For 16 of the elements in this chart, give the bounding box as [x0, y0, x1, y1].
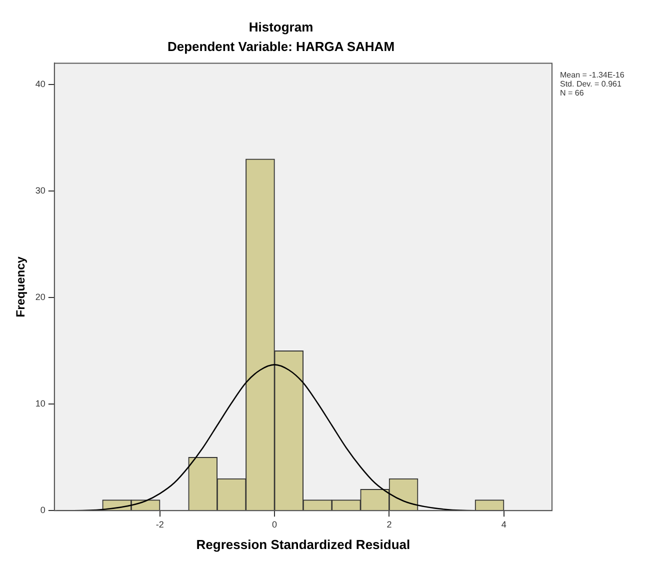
x-tick-label: 2 [386, 519, 392, 530]
y-tick-label: 10 [35, 398, 46, 409]
text: N = 66 [560, 88, 584, 98]
y-tick-label: 30 [35, 186, 46, 196]
y-axis-title: Frequency [14, 256, 28, 318]
text: Std. Dev. = 0.961 [560, 79, 622, 88]
x-tick-label: 0 [272, 519, 278, 530]
y-tick-label: 40 [35, 78, 46, 89]
chart-subtitle: Dependent Variable: HARGA SAHAM [167, 38, 395, 54]
x-tick-label: -2 [156, 519, 164, 530]
y-tick-label: 0 [40, 505, 46, 516]
text: Mean = -1.34E-16 [560, 70, 625, 80]
chart-title: Histogram [248, 19, 314, 34]
y-tick-label: 20 [35, 292, 46, 302]
x-tick-label: 4 [501, 519, 506, 530]
x-axis-title: Regression Standardized Residual [196, 536, 410, 552]
